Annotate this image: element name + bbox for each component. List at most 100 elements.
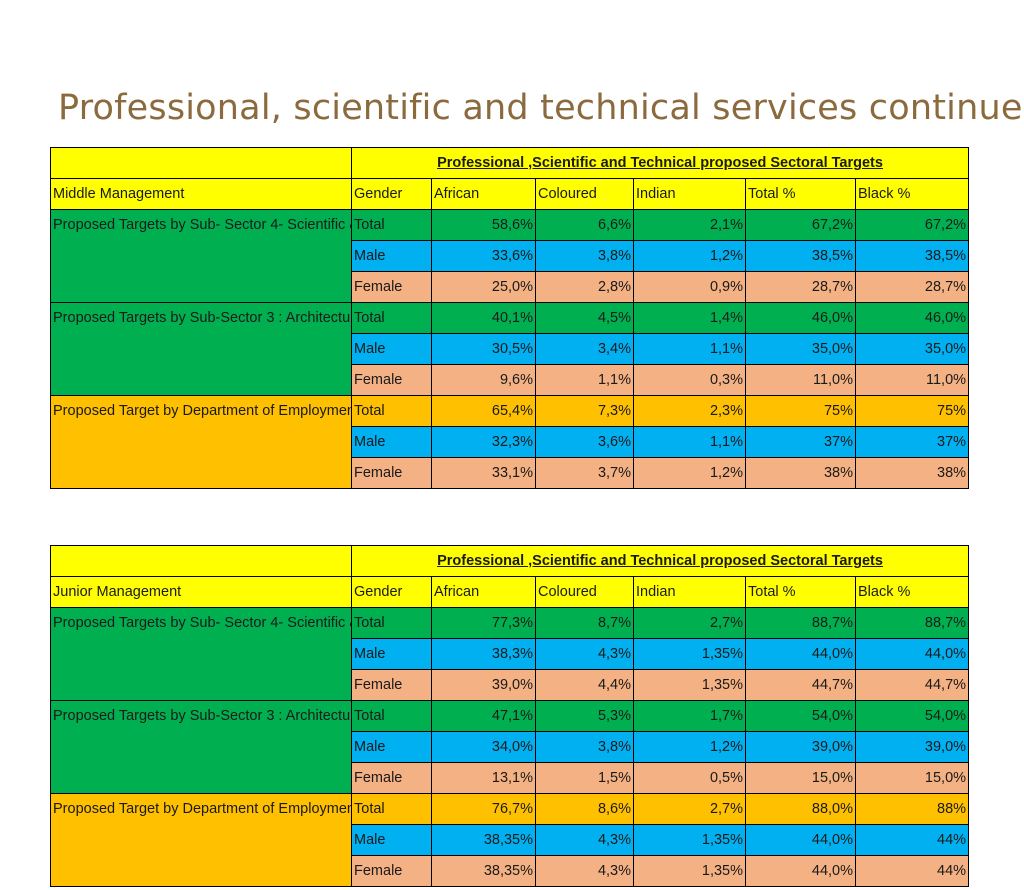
gender-cell: Total bbox=[351, 395, 432, 427]
table-row: Male 38,3% 4,3% 1,35% 44,0% 44,0% bbox=[51, 638, 970, 670]
blank-cell bbox=[50, 545, 352, 577]
level-label: Middle Management bbox=[50, 178, 352, 210]
indian-cell: 2,7% bbox=[633, 607, 746, 639]
african-cell: 13,1% bbox=[431, 762, 536, 794]
table-title-row: Professional ,Scientific and Technical p… bbox=[50, 545, 970, 577]
coloured-cell: 4,3% bbox=[535, 855, 634, 887]
table-row: Male 38,35% 4,3% 1,35% 44,0% 44% bbox=[51, 824, 970, 856]
total-pct-cell: 44,7% bbox=[745, 669, 856, 701]
african-cell: 32,3% bbox=[431, 426, 536, 458]
african-cell: 40,1% bbox=[431, 302, 536, 334]
column-header: Indian bbox=[633, 178, 746, 210]
black-pct-cell: 54,0% bbox=[854, 700, 970, 732]
african-cell: 38,3% bbox=[431, 638, 536, 670]
group-label: Proposed Targets by Sub-Sector 3 : Archi… bbox=[50, 700, 352, 794]
black-pct-cell: 11,0% bbox=[854, 364, 970, 396]
indian-cell: 1,35% bbox=[633, 824, 746, 856]
indian-cell: 1,2% bbox=[633, 731, 746, 763]
gender-cell: Total bbox=[351, 607, 432, 639]
gender-cell: Male bbox=[351, 426, 432, 458]
african-cell: 47,1% bbox=[431, 700, 536, 732]
black-pct-cell: 67,2% bbox=[854, 209, 970, 241]
black-pct-cell: 88,7% bbox=[854, 607, 970, 639]
black-pct-cell: 44% bbox=[854, 824, 970, 856]
table-row: Female 25,0% 2,8% 0,9% 28,7% 28,7% bbox=[51, 271, 970, 303]
gender-cell: Total bbox=[351, 209, 432, 241]
total-pct-cell: 38,5% bbox=[745, 240, 856, 272]
coloured-cell: 4,3% bbox=[535, 824, 634, 856]
table-title-row: Professional ,Scientific and Technical p… bbox=[50, 147, 970, 179]
table-row: Female 9,6% 1,1% 0,3% 11,0% 11,0% bbox=[51, 364, 970, 396]
black-pct-cell: 44% bbox=[854, 855, 970, 887]
table-row: Male 32,3% 3,6% 1,1% 37% 37% bbox=[51, 426, 970, 458]
column-header: Black % bbox=[854, 576, 970, 608]
african-cell: 58,6% bbox=[431, 209, 536, 241]
table-row: Male 34,0% 3,8% 1,2% 39,0% 39,0% bbox=[51, 731, 970, 763]
black-pct-cell: 44,7% bbox=[854, 669, 970, 701]
gender-cell: Female bbox=[351, 762, 432, 794]
coloured-cell: 4,4% bbox=[535, 669, 634, 701]
african-cell: 25,0% bbox=[431, 271, 536, 303]
black-pct-cell: 15,0% bbox=[854, 762, 970, 794]
junior-management-targets-table: Professional ,Scientific and Technical p… bbox=[50, 545, 970, 887]
column-header: Coloured bbox=[535, 178, 634, 210]
coloured-cell: 8,6% bbox=[535, 793, 634, 825]
coloured-cell: 3,8% bbox=[535, 240, 634, 272]
black-pct-cell: 38,5% bbox=[854, 240, 970, 272]
gender-cell: Female bbox=[351, 271, 432, 303]
table-row: Female 33,1% 3,7% 1,2% 38% 38% bbox=[51, 457, 970, 489]
indian-cell: 0,5% bbox=[633, 762, 746, 794]
total-pct-cell: 39,0% bbox=[745, 731, 856, 763]
african-cell: 33,1% bbox=[431, 457, 536, 489]
table-row: Female 13,1% 1,5% 0,5% 15,0% 15,0% bbox=[51, 762, 970, 794]
african-cell: 39,0% bbox=[431, 669, 536, 701]
black-pct-cell: 38% bbox=[854, 457, 970, 489]
table-row: Male 33,6% 3,8% 1,2% 38,5% 38,5% bbox=[51, 240, 970, 272]
column-header: Gender bbox=[351, 178, 432, 210]
african-cell: 38,35% bbox=[431, 824, 536, 856]
table-row: Proposed Targets by Sub- Sector 4- Scien… bbox=[50, 209, 970, 303]
gender-cell: Male bbox=[351, 333, 432, 365]
gender-cell: Female bbox=[351, 855, 432, 887]
group-label: Proposed Targets by Sub- Sector 4- Scien… bbox=[50, 607, 352, 701]
middle-management-targets-table: Professional ,Scientific and Technical p… bbox=[50, 147, 970, 489]
total-pct-cell: 44,0% bbox=[745, 638, 856, 670]
coloured-cell: 5,3% bbox=[535, 700, 634, 732]
black-pct-cell: 35,0% bbox=[854, 333, 970, 365]
gender-cell: Total bbox=[351, 793, 432, 825]
african-cell: 76,7% bbox=[431, 793, 536, 825]
coloured-cell: 1,1% bbox=[535, 364, 634, 396]
african-cell: 9,6% bbox=[431, 364, 536, 396]
gender-cell: Female bbox=[351, 669, 432, 701]
indian-cell: 2,1% bbox=[633, 209, 746, 241]
coloured-cell: 8,7% bbox=[535, 607, 634, 639]
indian-cell: 2,3% bbox=[633, 395, 746, 427]
black-pct-cell: 75% bbox=[854, 395, 970, 427]
african-cell: 77,3% bbox=[431, 607, 536, 639]
indian-cell: 1,1% bbox=[633, 333, 746, 365]
column-header-row: Junior Management Gender African Coloured In… bbox=[50, 576, 970, 608]
coloured-cell: 3,8% bbox=[535, 731, 634, 763]
african-cell: 30,5% bbox=[431, 333, 536, 365]
column-header: Black % bbox=[854, 178, 970, 210]
coloured-cell: 2,8% bbox=[535, 271, 634, 303]
total-pct-cell: 44,0% bbox=[745, 824, 856, 856]
gender-cell: Male bbox=[351, 240, 432, 272]
page-title: Professional, scientific and technical s… bbox=[58, 88, 1024, 128]
gender-cell: Male bbox=[351, 731, 432, 763]
total-pct-cell: 15,0% bbox=[745, 762, 856, 794]
indian-cell: 1,35% bbox=[633, 638, 746, 670]
african-cell: 34,0% bbox=[431, 731, 536, 763]
table-header: Professional ,Scientific and Technical p… bbox=[350, 545, 970, 577]
total-pct-cell: 11,0% bbox=[745, 364, 856, 396]
indian-cell: 2,7% bbox=[633, 793, 746, 825]
indian-cell: 0,3% bbox=[633, 364, 746, 396]
column-header: African bbox=[431, 576, 536, 608]
total-pct-cell: 38% bbox=[745, 457, 856, 489]
gender-cell: Male bbox=[351, 638, 432, 670]
black-pct-cell: 46,0% bbox=[854, 302, 970, 334]
column-header: Gender bbox=[351, 576, 432, 608]
level-label: Junior Management bbox=[50, 576, 352, 608]
indian-cell: 1,2% bbox=[633, 457, 746, 489]
indian-cell: 1,1% bbox=[633, 426, 746, 458]
